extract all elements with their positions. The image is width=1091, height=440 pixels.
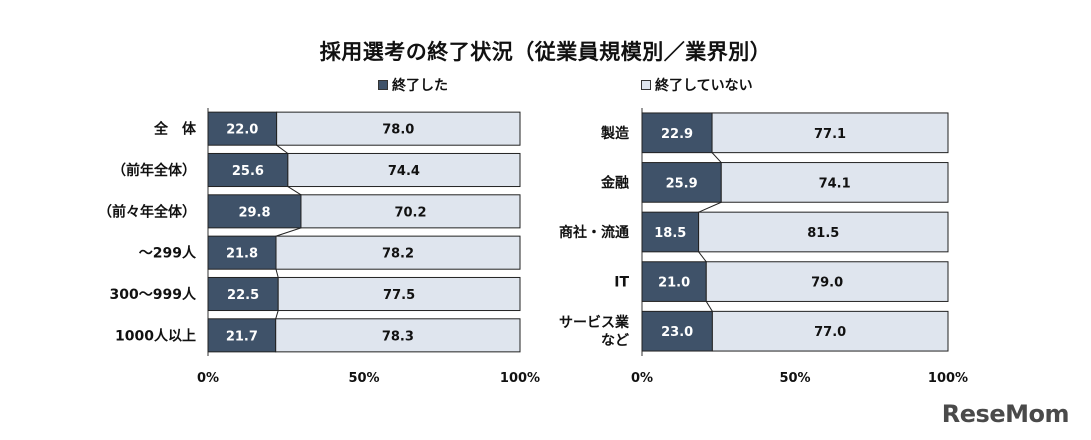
value-label-finished: 23.0 (661, 325, 693, 340)
value-label-not-finished: 77.1 (814, 127, 846, 142)
category-label: 金融 (600, 174, 629, 191)
value-label-not-finished: 74.4 (388, 164, 420, 179)
bar-not-finished (287, 152, 521, 188)
category-label: 商社・流通 (559, 224, 629, 241)
bar-not-finished (277, 276, 521, 312)
resemom-logo: ReseMom (941, 400, 1070, 428)
value-label-finished: 22.9 (661, 127, 693, 142)
value-label-not-finished: 77.0 (814, 325, 846, 340)
value-label-not-finished: 70.2 (394, 205, 426, 220)
value-label-finished: 22.5 (227, 288, 259, 303)
series-connector-line (275, 269, 279, 278)
value-label-finished: 25.6 (232, 164, 264, 179)
bar-not-finished (276, 111, 521, 146)
legend-swatch-not-finished (641, 80, 651, 90)
value-label-not-finished: 77.5 (383, 288, 415, 303)
x-tick-label: 100% (500, 371, 540, 386)
bar-not-finished (720, 162, 949, 203)
value-label-finished: 22.0 (226, 123, 258, 138)
bar-not-finished (705, 261, 949, 302)
value-label-finished: 21.7 (226, 329, 258, 344)
value-label-finished: 25.9 (666, 176, 698, 191)
value-label-finished: 29.8 (238, 205, 270, 220)
legend-item-finished: 終了した (378, 75, 448, 95)
legend-label-not-finished: 終了していない (655, 78, 753, 94)
value-label-not-finished: 81.5 (807, 226, 839, 241)
x-tick-label: 0% (197, 371, 219, 386)
series-connector-line (275, 227, 302, 237)
x-tick-label: 50% (779, 371, 810, 386)
series-connector-line (711, 152, 722, 163)
chart-1: 22.0 78.0 全 体 25.6 74.4 （前年全体） 29.8 70.2 （前々年全体）… (98, 108, 540, 386)
category-label: 製造 (600, 125, 629, 142)
legend-item-not-finished: 終了していない (641, 75, 753, 95)
bar-not-finished (711, 310, 949, 352)
bar-not-finished (698, 211, 949, 253)
bar-not-finished (711, 112, 949, 154)
value-label-finished: 18.5 (654, 226, 686, 241)
value-label-not-finished: 78.3 (382, 329, 414, 344)
value-label-finished: 21.0 (658, 276, 690, 291)
bar-finished (641, 211, 700, 253)
legend-label-finished: 終了した (392, 78, 448, 94)
category-label: IT (614, 275, 629, 291)
bar-finished (641, 310, 713, 352)
x-tick-label: 100% (928, 371, 968, 386)
series-connector-line (698, 201, 722, 213)
series-connector-line (276, 144, 289, 154)
category-label: サービス業 (559, 314, 630, 331)
value-label-not-finished: 79.0 (811, 276, 843, 291)
bar-finished (207, 276, 279, 312)
chart-2: 22.9 77.1 製造 25.9 74.1 金融 18.5 81.5 商社・流通 21.0 79.… (559, 108, 968, 386)
value-label-not-finished: 78.0 (382, 123, 414, 138)
series-connector-line (287, 186, 302, 196)
category-label: ～299人 (139, 245, 197, 262)
category-label: 300～999人 (110, 286, 197, 303)
category-label: 全 体 (153, 121, 197, 138)
bar-not-finished (275, 318, 521, 353)
value-label-finished: 21.8 (226, 247, 258, 262)
category-label: （前年全体） (112, 162, 196, 179)
series-connector-line (698, 251, 707, 263)
bar-finished (641, 162, 722, 203)
chart-title: 採用選考の終了状況（従業員規模別／業界別） (319, 40, 772, 64)
legend-swatch-finished (378, 80, 388, 90)
x-tick-label: 0% (631, 371, 653, 386)
bar-finished (207, 194, 302, 229)
value-label-not-finished: 78.2 (382, 247, 414, 262)
category-label-line2: など (601, 333, 629, 349)
series-connector-line (275, 310, 279, 319)
bar-finished (641, 261, 707, 302)
series-connector-line (705, 301, 713, 312)
category-label: （前々年全体） (98, 203, 196, 220)
bar-finished (207, 111, 278, 146)
bar-finished (641, 112, 713, 154)
category-label: 1000人以上 (115, 327, 196, 344)
bar-not-finished (275, 235, 521, 270)
bar-not-finished (300, 194, 521, 229)
value-label-not-finished: 74.1 (819, 176, 851, 191)
bar-finished (207, 235, 277, 270)
x-tick-label: 50% (348, 371, 379, 386)
